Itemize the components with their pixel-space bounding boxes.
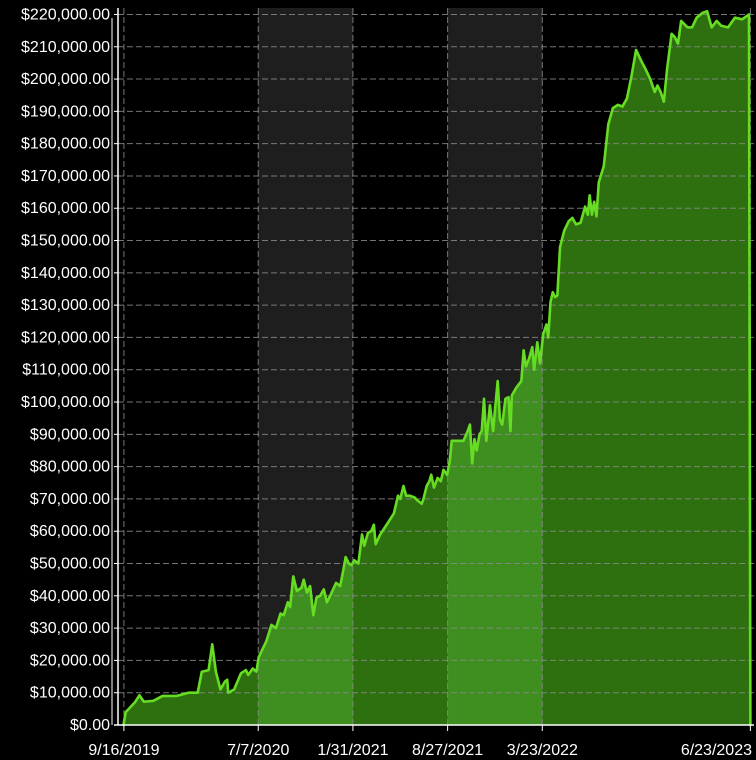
y-tick-label: $220,000.00 (21, 6, 110, 23)
y-tick-label: $30,000.00 (30, 620, 110, 637)
y-axis-tick-labels: $0.00 $10,000.00 $20,000.00 $30,000.00 $40,0… (21, 6, 110, 734)
x-axis-tick-labels: 9/16/2019 7/7/2020 1/31/2021 8/27/2021 3/23/… (88, 742, 752, 759)
y-tick-label: $10,000.00 (30, 685, 110, 702)
x-tick-label: 3/23/2022 (507, 742, 578, 759)
y-tick-label: $60,000.00 (30, 523, 110, 540)
y-tick-label: $200,000.00 (21, 71, 110, 88)
y-tick-label: $0.00 (70, 717, 110, 734)
x-tick-label: 9/16/2019 (88, 742, 159, 759)
y-tick-label: $70,000.00 (30, 491, 110, 508)
x-tick-label: 6/23/2023 (681, 742, 752, 759)
line-layer (122, 9, 752, 727)
y-tick-label: $100,000.00 (21, 394, 110, 411)
x-tick-label: 7/7/2020 (227, 742, 289, 759)
x-tick-label: 1/31/2021 (317, 742, 388, 759)
y-tick-label: $140,000.00 (21, 265, 110, 282)
y-tick-label: $50,000.00 (30, 556, 110, 573)
y-tick-label: $80,000.00 (30, 459, 110, 476)
area-layer (123, 11, 751, 726)
y-tick-label: $170,000.00 (21, 168, 110, 185)
y-tick-label: $130,000.00 (21, 297, 110, 314)
y-tick-label: $110,000.00 (22, 362, 110, 379)
y-tick-label: $190,000.00 (21, 103, 110, 120)
y-tick-label: $160,000.00 (21, 200, 110, 217)
y-tick-label: $20,000.00 (30, 652, 110, 669)
area-fill (123, 11, 751, 726)
axes (111, 8, 754, 731)
y-tick-label: $90,000.00 (30, 426, 110, 443)
y-tick-label: $120,000.00 (21, 329, 110, 346)
y-tick-label: $210,000.00 (21, 39, 110, 56)
y-tick-label: $150,000.00 (21, 233, 110, 250)
y-tick-label: $180,000.00 (21, 136, 110, 153)
x-tick-label: 8/27/2021 (412, 742, 483, 759)
y-tick-label: $40,000.00 (30, 588, 110, 605)
series-line (122, 9, 752, 727)
